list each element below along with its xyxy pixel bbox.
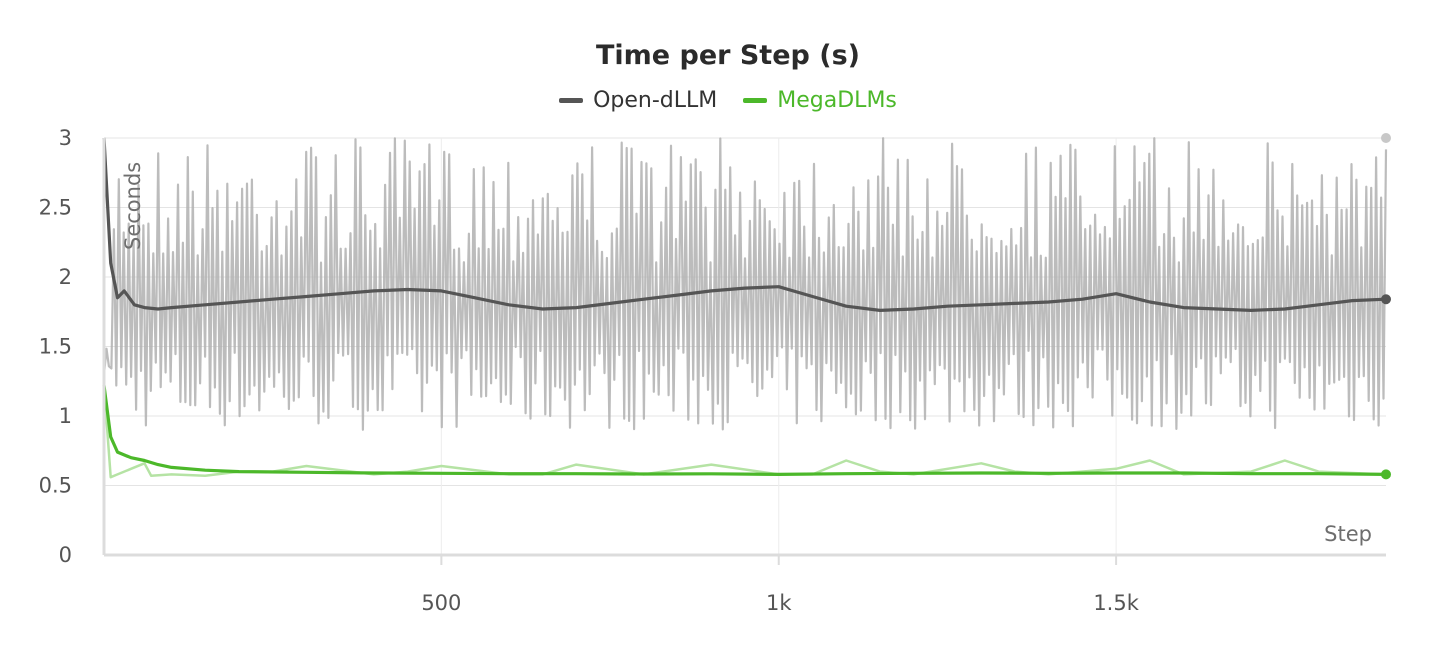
y-axis-title: Seconds (121, 162, 145, 250)
series-end-point-open-dllm (1381, 294, 1391, 305)
x-tick-label: 1k (766, 591, 792, 615)
x-axis-title: Step (1324, 522, 1372, 546)
chart-title: Time per Step (s) (595, 40, 860, 71)
legend-swatch-open-dllm (559, 98, 584, 103)
legend-item-open-dllm[interactable]: Open-dLLM (559, 88, 717, 113)
y-tick-label: 1 (59, 404, 72, 428)
series-line-open-dllm (102, 137, 1387, 312)
legend: Open-dLLM MegaDLMs (0, 88, 1456, 113)
y-tick-label: 0.5 (39, 474, 72, 498)
legend-item-megadlms[interactable]: MegaDLMs (743, 88, 897, 113)
legend-swatch-megadlms (743, 98, 768, 103)
x-tick-label: 1.5k (1093, 591, 1139, 615)
series-end-point-megadlms (1381, 469, 1391, 480)
y-tick-label: 1.5 (39, 335, 72, 359)
series-raw-open-dllm (102, 137, 1388, 431)
series-raw-end-point-open-dllm (1381, 133, 1391, 143)
legend-label-open-dllm: Open-dLLM (593, 88, 718, 113)
series-line-megadlms (102, 385, 1387, 476)
y-tick-label: 2 (59, 265, 72, 289)
y-tick-label: 3 (59, 126, 72, 150)
y-tick-label: 0 (59, 543, 72, 567)
series-raw-megadlms (102, 385, 1387, 479)
x-tick-label: 500 (421, 591, 461, 615)
legend-label-megadlms: MegaDLMs (777, 88, 897, 113)
y-tick-label: 2.5 (39, 196, 72, 220)
